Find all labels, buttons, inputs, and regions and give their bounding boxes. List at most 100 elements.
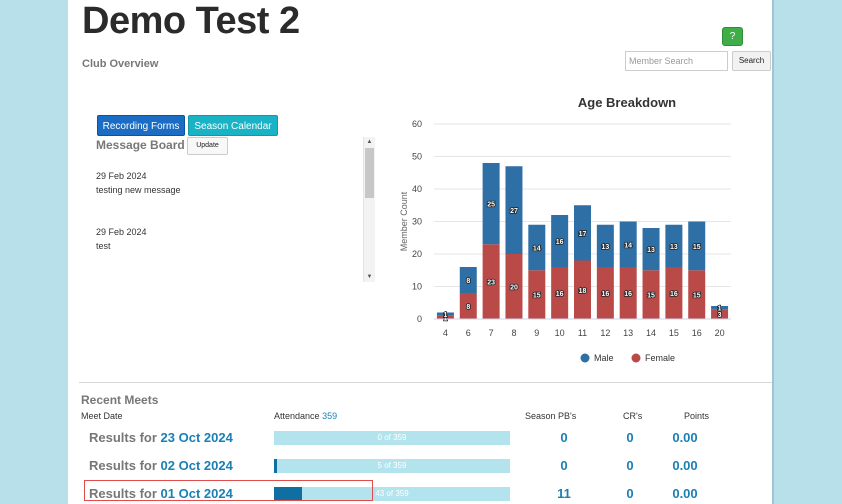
y-tick-label: 10 — [412, 282, 422, 292]
attendance-header-label: Attendance — [274, 411, 320, 421]
meet-results-link[interactable]: Results for 23 Oct 2024 — [89, 430, 233, 445]
attendance-bar-fill — [274, 487, 303, 501]
crs-value: 0 — [626, 430, 634, 445]
y-tick-label: 60 — [412, 119, 422, 129]
data-label-male: 25 — [487, 202, 495, 209]
points-value: 0.00 — [672, 458, 698, 473]
meet-date: 01 Oct 2024 — [160, 486, 233, 501]
data-label-male: 13 — [647, 247, 655, 254]
bar-female — [459, 293, 477, 319]
attendance-bar-fill — [274, 459, 278, 473]
data-label-female: 18 — [579, 288, 587, 295]
message-text: testing new message — [96, 185, 181, 195]
data-label-female: 16 — [556, 291, 564, 298]
bar-female — [436, 315, 454, 319]
data-label-female: 15 — [693, 293, 701, 300]
data-label-female: 8 — [466, 304, 470, 311]
meet-date: 02 Oct 2024 — [160, 458, 233, 473]
section-divider — [79, 382, 772, 383]
season-pbs-value: 0 — [560, 458, 568, 473]
x-tick-label: 11 — [578, 328, 587, 338]
legend-marker-female — [631, 353, 641, 363]
attendance-bar: 5 of 359 — [274, 459, 510, 473]
data-label-male: 14 — [533, 246, 541, 253]
y-axis-label: Member Count — [399, 191, 409, 251]
message-board-scrollbar[interactable]: ▲ ▼ — [363, 137, 375, 282]
message-text: test — [96, 241, 111, 251]
attendance-total-link[interactable]: 359 — [322, 411, 338, 421]
x-tick-label: 13 — [623, 328, 633, 338]
data-label-male: 1 — [443, 312, 447, 319]
attendance-text: 43 of 359 — [375, 489, 409, 498]
x-tick-label: 15 — [669, 328, 679, 338]
attendance-bar: 43 of 359 — [274, 487, 510, 501]
bar-male — [642, 228, 660, 271]
bar-male — [528, 224, 546, 271]
attendance-header: Attendance 359 — [274, 411, 337, 421]
bar-male — [459, 267, 477, 293]
bar-female — [505, 254, 523, 319]
member-search-input[interactable] — [625, 51, 728, 71]
season-calendar-button[interactable]: Season Calendar — [188, 115, 278, 136]
legend-label-male: Male — [594, 353, 614, 363]
bar-male — [551, 215, 569, 267]
bar-female — [574, 260, 591, 319]
data-label-male: 16 — [556, 239, 564, 246]
highlight-box — [84, 480, 373, 501]
bar-female — [596, 267, 614, 319]
crs-value: 0 — [626, 486, 634, 501]
update-button[interactable]: Update — [187, 137, 228, 155]
data-label-male: 1 — [718, 306, 722, 313]
x-tick-label: 12 — [600, 328, 610, 338]
bar-male — [436, 312, 454, 316]
attendance-bar: 0 of 359 — [274, 431, 510, 445]
x-tick-label: 14 — [646, 328, 656, 338]
data-label-male: 13 — [601, 244, 609, 251]
scrollbar-thumb[interactable] — [365, 148, 374, 198]
message-date: 29 Feb 2024 — [96, 227, 147, 237]
meet-results-link[interactable]: Results for 02 Oct 2024 — [89, 458, 233, 473]
x-tick-label: 7 — [489, 328, 494, 338]
crs-value: 0 — [626, 458, 634, 473]
x-tick-label: 20 — [715, 328, 725, 338]
bar-female — [528, 270, 546, 319]
data-label-male: 8 — [466, 278, 470, 285]
bar-female — [642, 270, 660, 319]
page-container: Demo Test 2 Club Overview ? Search Recor… — [68, 0, 774, 504]
bar-female — [619, 267, 637, 319]
legend-marker-male — [580, 353, 590, 363]
search-button[interactable]: Search — [732, 51, 771, 71]
meet-date-header: Meet Date — [81, 411, 123, 421]
bar-female — [665, 267, 683, 319]
x-tick-label: 8 — [511, 328, 516, 338]
scroll-up-arrow-icon[interactable]: ▲ — [366, 139, 373, 145]
points-value: 0.00 — [672, 486, 698, 501]
bar-male — [688, 221, 706, 271]
data-label-male: 14 — [624, 242, 632, 249]
recording-forms-button[interactable]: Recording Forms — [97, 115, 185, 136]
meet-date: 23 Oct 2024 — [160, 430, 233, 445]
bar-female — [711, 309, 729, 319]
page-title: Demo Test 2 — [82, 0, 300, 42]
season-pbs-header: Season PB's — [525, 411, 577, 421]
bar-male — [574, 205, 591, 261]
recent-meets-title: Recent Meets — [81, 393, 159, 407]
data-label-female: 16 — [624, 291, 632, 298]
data-label-female: 20 — [510, 285, 518, 292]
results-prefix: Results for — [89, 458, 157, 473]
data-label-male: 27 — [510, 208, 518, 215]
points-value: 0.00 — [672, 430, 698, 445]
chart-title: Age Breakdown — [578, 95, 676, 110]
data-label-female: 16 — [670, 291, 678, 298]
meet-results-link[interactable]: Results for 01 Oct 2024 — [89, 486, 233, 501]
data-label-female: 16 — [601, 291, 609, 298]
page-subtitle: Club Overview — [82, 58, 159, 70]
y-tick-label: 40 — [412, 184, 422, 194]
help-button[interactable]: ? — [722, 27, 743, 46]
season-pbs-value: 11 — [557, 486, 571, 501]
message-board-title: Message Board — [96, 138, 185, 152]
legend-label-female: Female — [645, 353, 675, 363]
scroll-down-arrow-icon[interactable]: ▼ — [366, 274, 373, 280]
bar-male — [482, 163, 500, 245]
